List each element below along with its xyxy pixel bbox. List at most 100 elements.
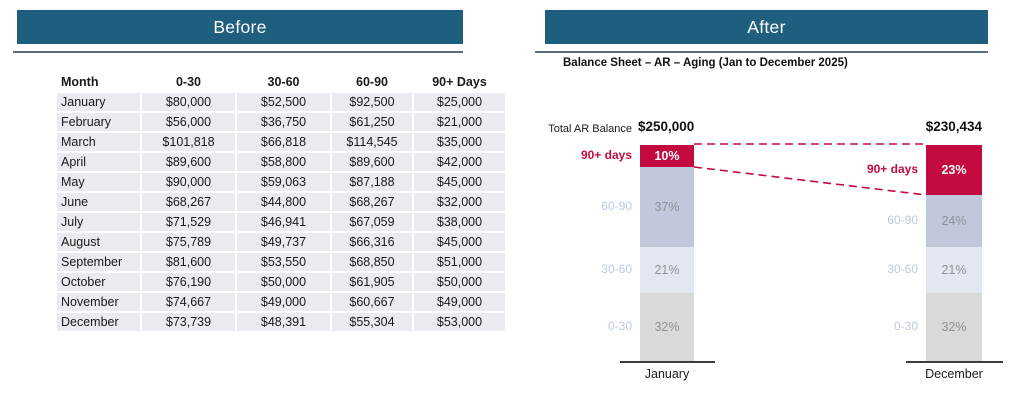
- amount-cell: $60,667: [332, 293, 412, 311]
- amount-cell: $66,316: [332, 233, 412, 251]
- amount-cell: $89,600: [332, 153, 412, 171]
- amount-cell: $55,304: [332, 313, 412, 331]
- segment-percent: 37%: [654, 199, 680, 214]
- amount-cell: $45,000: [414, 233, 505, 251]
- amount-cell: $58,800: [237, 153, 330, 171]
- amount-cell: $49,000: [237, 293, 330, 311]
- axis-baseline: [906, 361, 1003, 363]
- amount-cell: $49,737: [237, 233, 330, 251]
- amount-cell: $48,391: [237, 313, 330, 331]
- amount-cell: $73,739: [142, 313, 235, 331]
- segment-percent: 23%: [941, 162, 967, 177]
- segment-percent: 32%: [941, 320, 967, 335]
- amount-cell: $74,667: [142, 293, 235, 311]
- table-row: January $80,000 $52,500 $92,500 $25,000: [57, 93, 505, 111]
- amount-cell: $71,529: [142, 213, 235, 231]
- amount-cell: $46,941: [237, 213, 330, 231]
- table-row: November $74,667 $49,000 $60,667 $49,000: [57, 293, 505, 311]
- amount-cell: $114,545: [332, 133, 412, 151]
- segment-percent: 24%: [941, 213, 967, 228]
- month-label-december: December: [925, 367, 983, 381]
- table-row: June $68,267 $44,800 $68,267 $32,000: [57, 193, 505, 211]
- after-divider: [535, 51, 988, 53]
- amount-cell: $52,500: [237, 93, 330, 111]
- table-row: October $76,190 $50,000 $61,905 $50,000: [57, 273, 505, 291]
- segment-30-60: 21%: [926, 246, 982, 293]
- bucket-label-30-60: 30-60: [601, 261, 632, 276]
- total-ar-balance-label: Total AR Balance: [548, 123, 632, 135]
- segment-90-days: 23%: [926, 145, 982, 195]
- month-cell: February: [57, 113, 140, 131]
- segment-60-90: 24%: [926, 194, 982, 247]
- after-banner: After: [545, 10, 988, 44]
- month-cell: September: [57, 253, 140, 271]
- amount-cell: $87,188: [332, 173, 412, 191]
- month-label-january: January: [644, 367, 690, 381]
- amount-cell: $56,000: [142, 113, 235, 131]
- month-cell: October: [57, 273, 140, 291]
- amount-cell: $36,750: [237, 113, 330, 131]
- segment-30-60: 21%: [640, 246, 694, 293]
- total-value-december: $230,434: [925, 119, 982, 134]
- bucket-label-60-90: 60-90: [887, 212, 918, 227]
- table-row: May $90,000 $59,063 $87,188 $45,000: [57, 173, 505, 191]
- segment-percent: 10%: [654, 148, 680, 163]
- bucket-label-0-30: 0-30: [607, 319, 632, 334]
- amount-cell: $90,000: [142, 173, 235, 191]
- month-cell: August: [57, 233, 140, 251]
- amount-cell: $44,800: [237, 193, 330, 211]
- amount-cell: $50,000: [414, 273, 505, 291]
- segment-percent: 21%: [941, 262, 967, 277]
- amount-cell: $35,000: [414, 133, 505, 151]
- col-header: 60-90: [332, 73, 412, 91]
- month-cell: July: [57, 213, 140, 231]
- month-cell: January: [57, 93, 140, 111]
- ar-aging-table-header: Month 0-30 30-60 60-90 90+ Days: [57, 73, 505, 91]
- amount-cell: $49,000: [414, 293, 505, 311]
- amount-cell: $53,550: [237, 253, 330, 271]
- amount-cell: $92,500: [332, 93, 412, 111]
- before-banner: Before: [17, 10, 463, 44]
- segment-60-90: 37%: [640, 166, 694, 247]
- month-cell: November: [57, 293, 140, 311]
- month-cell: June: [57, 193, 140, 211]
- col-header: 90+ Days: [414, 73, 505, 91]
- amount-cell: $80,000: [142, 93, 235, 111]
- table-row: September $81,600 $53,550 $68,850 $51,000: [57, 253, 505, 271]
- amount-cell: $53,000: [414, 313, 505, 331]
- amount-cell: $59,063: [237, 173, 330, 191]
- stacked-bar-january: 10% 37% 21% 32%: [640, 145, 694, 362]
- axis-baseline: [620, 361, 715, 363]
- amount-cell: $68,267: [142, 193, 235, 211]
- table-row: July $71,529 $46,941 $67,059 $38,000: [57, 213, 505, 231]
- amount-cell: $51,000: [414, 253, 505, 271]
- amount-cell: $21,000: [414, 113, 505, 131]
- table-row: April $89,600 $58,800 $89,600 $42,000: [57, 153, 505, 171]
- amount-cell: $61,250: [332, 113, 412, 131]
- table-row: February $56,000 $36,750 $61,250 $21,000: [57, 113, 505, 131]
- amount-cell: $81,600: [142, 253, 235, 271]
- segment-90-days: 10%: [640, 145, 694, 167]
- col-header: 0-30: [142, 73, 235, 91]
- amount-cell: $66,818: [237, 133, 330, 151]
- amount-cell: $38,000: [414, 213, 505, 231]
- ar-aging-table: Month 0-30 30-60 60-90 90+ Days January $80,0…: [55, 71, 507, 333]
- total-value-january: $250,000: [638, 119, 695, 134]
- before-divider: [13, 51, 463, 53]
- bucket-label-90-days: 90+ days: [580, 147, 632, 162]
- table-row: August $75,789 $49,737 $66,316 $45,000: [57, 233, 505, 251]
- col-header: Month: [57, 73, 140, 91]
- amount-cell: $89,600: [142, 153, 235, 171]
- segment-percent: 21%: [654, 262, 680, 277]
- amount-cell: $68,850: [332, 253, 412, 271]
- amount-cell: $67,059: [332, 213, 412, 231]
- amount-cell: $68,267: [332, 193, 412, 211]
- after-banner-title: After: [747, 16, 786, 37]
- month-cell: May: [57, 173, 140, 191]
- bucket-label-30-60: 30-60: [887, 261, 918, 276]
- bucket-label-60-90: 60-90: [601, 198, 632, 213]
- amount-cell: $50,000: [237, 273, 330, 291]
- amount-cell: $75,789: [142, 233, 235, 251]
- bucket-label-90-days: 90+ days: [866, 161, 918, 176]
- segment-0-30: 32%: [640, 292, 694, 362]
